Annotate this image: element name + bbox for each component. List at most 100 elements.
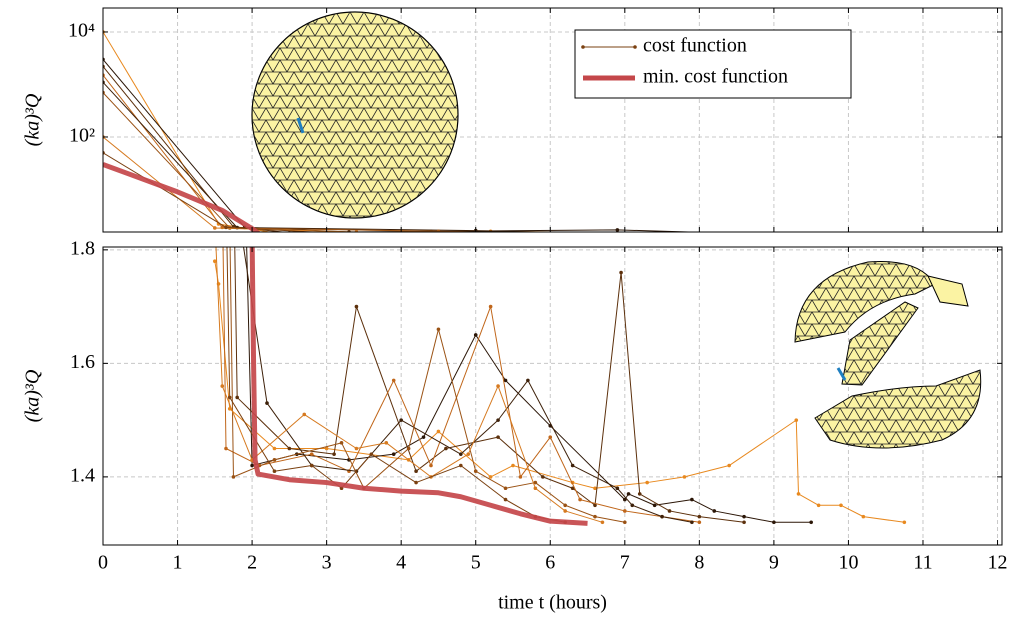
- data-point: [772, 520, 776, 524]
- data-point: [619, 271, 623, 275]
- data-point: [660, 515, 664, 519]
- data-point: [310, 452, 314, 456]
- data-point: [683, 475, 687, 479]
- split-sphere-illustration: [795, 261, 981, 448]
- x-tick-label: 7: [620, 552, 630, 574]
- data-point: [422, 435, 426, 439]
- data-point: [645, 481, 649, 485]
- data-point: [310, 464, 314, 468]
- data-point: [616, 228, 620, 232]
- legend-label: cost function: [643, 35, 747, 57]
- data-point: [563, 503, 567, 507]
- data-point: [355, 447, 359, 451]
- data-point: [690, 520, 694, 524]
- x-tick-label: 2: [247, 552, 257, 574]
- data-point: [459, 452, 463, 456]
- data-point: [623, 234, 627, 238]
- data-point: [534, 486, 538, 490]
- data-point: [496, 418, 500, 422]
- data-point: [519, 475, 523, 479]
- data-point: [809, 520, 813, 524]
- data-point: [288, 447, 292, 451]
- data-point: [414, 481, 418, 485]
- data-point: [668, 509, 672, 513]
- x-tick-label: 4: [396, 552, 406, 574]
- data-point: [690, 498, 694, 502]
- data-point: [698, 234, 702, 238]
- data-point: [213, 226, 217, 230]
- data-point: [489, 475, 493, 479]
- y-axis-label: (ka)³Q: [22, 93, 44, 146]
- data-point: [712, 509, 716, 513]
- data-point: [459, 464, 463, 468]
- plot-area: [213, 163, 906, 524]
- data-point: [235, 396, 239, 400]
- data-point: [224, 191, 228, 195]
- data-point: [601, 234, 605, 238]
- y-axis-label: (ka)³Q: [22, 369, 44, 422]
- data-point: [797, 492, 801, 496]
- data-point: [839, 503, 843, 507]
- legend-label: min. cost function: [643, 66, 788, 88]
- x-tick-label: 6: [545, 552, 555, 574]
- y-tick-label: 10⁴: [68, 20, 95, 42]
- data-point: [630, 503, 634, 507]
- data-point: [511, 464, 515, 468]
- data-point: [698, 515, 702, 519]
- data-point: [340, 441, 344, 445]
- data-point: [727, 464, 731, 468]
- data-point: [627, 492, 631, 496]
- data-point: [563, 509, 567, 513]
- data-point: [273, 458, 277, 462]
- data-point: [437, 229, 441, 233]
- data-point: [437, 430, 441, 434]
- data-point: [489, 305, 493, 309]
- x-tick-label: 12: [988, 552, 1008, 574]
- x-tick-label: 10: [838, 552, 858, 574]
- legend: cost function min. cost function: [575, 30, 851, 98]
- data-point: [288, 231, 292, 235]
- data-point: [437, 328, 441, 332]
- data-point: [496, 435, 500, 439]
- data-point: [235, 203, 239, 207]
- data-point: [224, 447, 228, 451]
- data-point: [742, 515, 746, 519]
- y-tick-label: 1.8: [70, 237, 95, 259]
- data-point: [232, 475, 236, 479]
- data-point: [541, 475, 545, 479]
- data-point: [616, 486, 620, 490]
- x-tick-label: 9: [769, 552, 779, 574]
- data-point: [265, 401, 269, 405]
- data-point: [273, 469, 277, 473]
- data-point: [384, 441, 388, 445]
- data-point: [474, 469, 478, 473]
- y-tick-label: 10²: [69, 125, 95, 147]
- data-point: [220, 191, 224, 195]
- data-point: [250, 464, 254, 468]
- x-tick-label: 11: [913, 552, 932, 574]
- data-point: [228, 396, 232, 400]
- data-point: [504, 498, 508, 502]
- data-point: [563, 234, 567, 238]
- axes-frame: [103, 8, 1002, 232]
- data-point: [392, 452, 396, 456]
- data-point: [809, 234, 813, 238]
- data-point: [220, 384, 224, 388]
- legend-marker: [633, 45, 637, 49]
- x-tick-label: 3: [322, 552, 332, 574]
- chart: 10² 10⁴ (ka)³Q cost function min. cost funct…: [0, 0, 1016, 617]
- data-point: [862, 515, 866, 519]
- data-point: [690, 234, 694, 238]
- data-point: [444, 447, 448, 451]
- data-point: [466, 452, 470, 456]
- data-point: [903, 234, 907, 238]
- data-point: [593, 486, 597, 490]
- x-axis-label: time t (hours): [498, 592, 607, 614]
- data-point: [224, 226, 228, 230]
- data-point: [623, 509, 627, 513]
- data-point: [571, 464, 575, 468]
- data-point: [355, 305, 359, 309]
- data-point: [399, 418, 403, 422]
- data-point: [243, 163, 247, 167]
- data-point: [638, 492, 642, 496]
